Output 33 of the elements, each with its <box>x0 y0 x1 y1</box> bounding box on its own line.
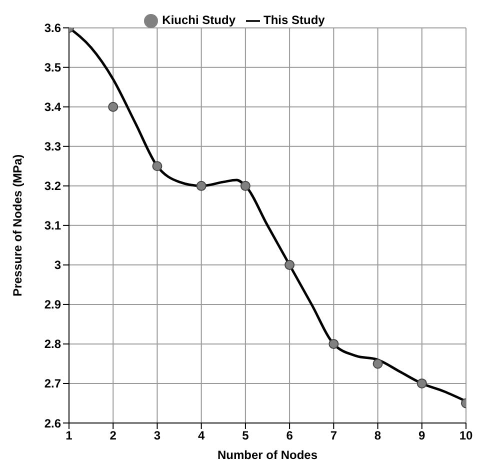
y-tick-label: 3 <box>54 258 62 272</box>
y-tick-label: 3.4 <box>44 100 62 114</box>
point <box>416 378 427 388</box>
x-tick-label: 2 <box>110 428 117 443</box>
legend-label: Kiuchi Study <box>162 13 236 27</box>
point <box>372 358 383 369</box>
y-tick-label: 2.8 <box>44 337 62 352</box>
point <box>196 180 206 191</box>
y-tick-label: 2.9 <box>44 298 62 312</box>
point <box>152 161 162 172</box>
x-tick-label: 5 <box>242 428 250 443</box>
y-tick-label: 2.7 <box>44 376 62 391</box>
x-tick-label: 9 <box>418 428 426 443</box>
y-tick-label: 3.5 <box>44 60 62 75</box>
x-tick-label: 10 <box>459 428 473 443</box>
y-tick-label: 3.3 <box>44 140 62 154</box>
x-tick-label: 6 <box>286 428 294 443</box>
point <box>328 338 339 349</box>
x-tick-label: 3 <box>154 428 161 443</box>
x-tick-label: 4 <box>198 428 205 443</box>
x-tick-label: 1 <box>66 428 73 443</box>
y-tick-label: 3.6 <box>44 21 62 36</box>
y-tick-label: 3.2 <box>44 179 62 194</box>
x-tick-label: 8 <box>374 428 382 443</box>
point <box>284 260 295 270</box>
y-axis-title: Pressure of Nodes (MPa) <box>10 154 24 296</box>
x-axis-title: Number of Nodes <box>217 448 318 462</box>
point <box>108 102 118 112</box>
y-tick-label: 2.6 <box>44 416 62 430</box>
y-tick-label: 3.1 <box>44 218 62 233</box>
x-tick-label: 7 <box>330 428 338 443</box>
legend-label: This Study <box>264 13 325 27</box>
point <box>240 180 250 191</box>
